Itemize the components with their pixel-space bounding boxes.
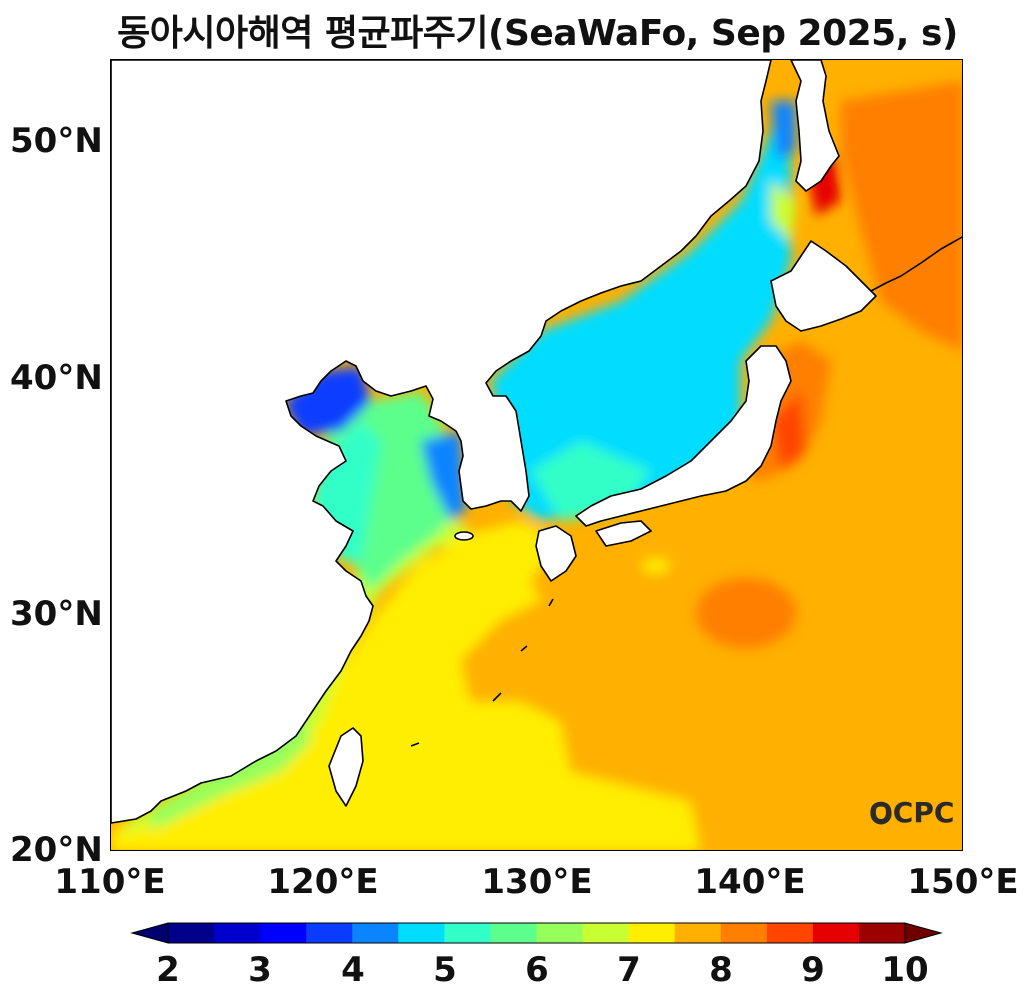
land-sakhalin	[790, 60, 840, 192]
island-ryukyu-3	[492, 692, 502, 702]
lon-label-130e: 130°E	[481, 862, 593, 902]
logo-icon	[870, 803, 892, 825]
field-4-5s-tatar	[771, 101, 796, 161]
field-7s-sakhalin-sw	[771, 181, 796, 241]
colorbar-tick-4: 4	[341, 950, 365, 990]
field-4s-bohai	[283, 366, 371, 436]
land-asia-mainland	[111, 60, 772, 824]
field-9s-honshu	[771, 391, 806, 471]
colorbar-tick-6: 6	[525, 950, 549, 990]
lat-label-50n: 50°N	[10, 121, 103, 161]
land-hokkaido	[770, 240, 877, 332]
colorbar-over-arrow	[904, 922, 943, 944]
land-kuril-islands	[870, 236, 962, 292]
colorbar-segment	[812, 923, 860, 943]
colorbar-tick-8: 8	[709, 950, 733, 990]
colorbar-under-arrow	[130, 922, 169, 944]
land-honshu	[575, 345, 792, 527]
colorbar-tick-7: 7	[617, 950, 641, 990]
wave-period-map	[111, 60, 962, 850]
colorbar-segment	[352, 923, 399, 943]
map-panel	[110, 59, 963, 851]
lat-label-30n: 30°N	[10, 594, 103, 634]
map-title: 동아시아해역 평균파주기(SeaWaFo, Sep 2025, s)	[117, 13, 958, 54]
colorbar-segment	[582, 923, 630, 943]
lon-label-140e: 140°E	[694, 862, 806, 902]
colorbar-segment	[536, 923, 584, 943]
colorbar-tick-9: 9	[801, 950, 825, 990]
land-shikoku	[595, 520, 652, 547]
colorbar-segment	[168, 923, 215, 943]
lon-label-110e: 110°E	[54, 862, 166, 902]
land-taiwan	[328, 727, 364, 807]
colorbar-tick-10: 10	[881, 950, 929, 990]
colorbar-tick-3: 3	[248, 950, 272, 990]
colorbar-tick-5: 5	[433, 950, 457, 990]
colorbar-segment	[858, 923, 906, 943]
colorbar-segment	[398, 923, 445, 943]
colorbar-segment	[214, 923, 261, 943]
colorbar-segment	[306, 923, 353, 943]
island-ryukyu-2	[520, 645, 528, 652]
ocpc-logo: OCPC	[869, 796, 955, 829]
colorbar-segment	[490, 923, 537, 943]
field-8-5s-ne	[841, 81, 962, 351]
colorbar-segment	[766, 923, 814, 943]
land-jeju	[454, 531, 474, 541]
colorbar-outline	[167, 922, 906, 944]
lat-label-20n: 20°N	[10, 830, 103, 870]
colorbar-tick-2: 2	[156, 950, 180, 990]
field-4-5s-yellow-sea-east	[421, 431, 466, 521]
lon-label-150e: 150°E	[907, 862, 1019, 902]
lat-label-40n: 40°N	[10, 358, 103, 398]
lon-label-120e: 120°E	[267, 862, 379, 902]
land-kyushu	[535, 525, 577, 582]
colorbar-segment	[444, 923, 491, 943]
colorbar-segment	[628, 923, 676, 943]
colorbar-segment	[720, 923, 768, 943]
colorbar-segment	[674, 923, 722, 943]
field-8-5s-pacific	[696, 578, 796, 648]
field-5s-east-sea	[491, 101, 791, 521]
field-7s-coast	[126, 511, 471, 836]
island-ryukyu-1	[548, 598, 554, 607]
field-7-5s-spot	[641, 558, 671, 574]
island-ryukyu-4	[410, 742, 420, 747]
colorbar-segment	[260, 923, 307, 943]
